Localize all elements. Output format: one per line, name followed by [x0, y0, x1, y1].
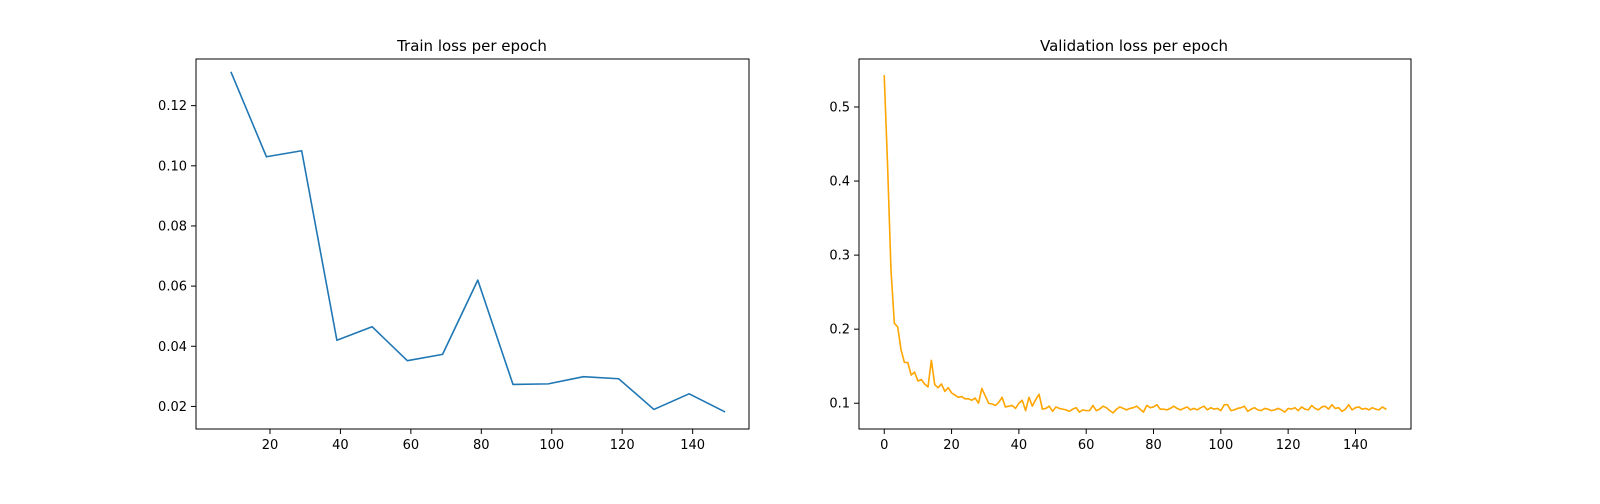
series-line [883, 75, 1387, 414]
x-tick-label: 140 [1343, 438, 1368, 453]
y-tick-label: 0.2 [829, 323, 850, 338]
axes-frame [195, 58, 750, 430]
x-tick-label: 40 [1011, 438, 1028, 453]
x-tick-label: 20 [943, 438, 960, 453]
validation-loss-subplot: Validation loss per epoch 0 20 40 60 80 100 12… [829, 37, 1412, 453]
y-tick-label: 0.06 [158, 280, 187, 295]
axes-frame [858, 58, 1412, 430]
y-tick-label: 0.12 [158, 99, 187, 114]
x-tick-label: 100 [539, 438, 564, 453]
y-tick-label: 0.3 [829, 249, 850, 264]
y-tick-label: 0.02 [158, 400, 187, 415]
y-tick-label: 0.04 [158, 340, 187, 355]
x-tick-label: 60 [403, 438, 420, 453]
x-tick-label: 60 [1078, 438, 1095, 453]
x-tick-label: 140 [680, 438, 705, 453]
y-tick-label: 0.4 [829, 175, 850, 190]
series-line [230, 71, 726, 413]
y-tick-label: 0.5 [829, 100, 850, 115]
x-tick-label: 80 [473, 438, 490, 453]
x-tick-label: 80 [1145, 438, 1162, 453]
y-tick-label: 0.08 [158, 219, 187, 234]
x-tick-label: 120 [1276, 438, 1301, 453]
train-loss-subplot: Train loss per epoch 20 40 60 80 100 120 140 0.… [158, 37, 750, 453]
chart-title: Train loss per epoch [396, 37, 547, 55]
x-tick-label: 120 [610, 438, 635, 453]
chart-title: Validation loss per epoch [1040, 37, 1228, 55]
x-tick-label: 40 [332, 438, 349, 453]
y-tick-label: 0.1 [829, 397, 850, 412]
x-tick-label: 100 [1208, 438, 1233, 453]
y-tick-label: 0.10 [158, 159, 187, 174]
x-tick-label: 0 [880, 438, 888, 453]
x-tick-label: 20 [262, 438, 279, 453]
